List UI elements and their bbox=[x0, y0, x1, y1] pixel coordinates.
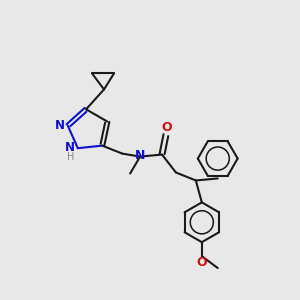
Text: O: O bbox=[162, 121, 172, 134]
Text: N: N bbox=[55, 119, 65, 132]
Text: O: O bbox=[196, 256, 207, 268]
Text: H: H bbox=[67, 152, 75, 162]
Text: N: N bbox=[65, 141, 75, 154]
Text: N: N bbox=[135, 149, 145, 162]
